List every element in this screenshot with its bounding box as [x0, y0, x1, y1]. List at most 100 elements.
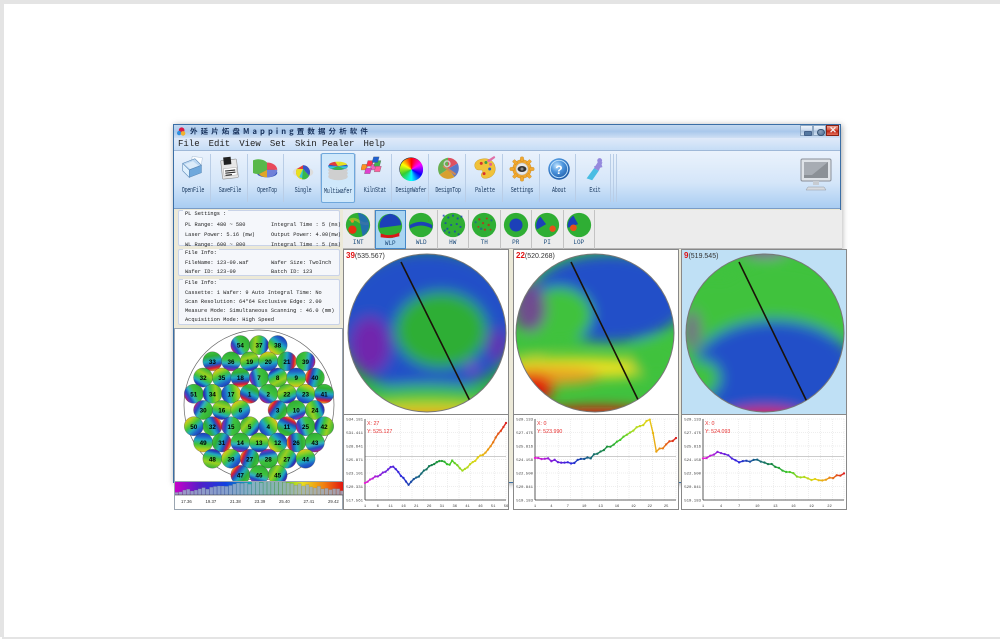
svg-text:30: 30	[200, 408, 208, 415]
svg-text:31: 31	[440, 505, 445, 509]
svg-text:22: 22	[283, 391, 291, 398]
svg-text:56: 56	[504, 505, 509, 509]
svg-text:534.181: 534.181	[346, 419, 363, 423]
svg-text:36: 36	[228, 359, 236, 366]
svg-text:24: 24	[311, 408, 319, 415]
svg-text:20: 20	[265, 359, 273, 366]
svg-text:X: 0: X: 0	[705, 421, 714, 427]
svg-text:11: 11	[388, 505, 393, 509]
svg-text:10: 10	[293, 408, 301, 415]
svg-text:39: 39	[302, 359, 310, 366]
svg-text:11: 11	[284, 424, 291, 431]
svg-text:10: 10	[755, 505, 760, 509]
svg-text:13: 13	[598, 505, 603, 509]
svg-text:19: 19	[246, 359, 254, 366]
svg-text:43: 43	[311, 440, 319, 447]
svg-text:16: 16	[401, 505, 406, 509]
svg-text:34: 34	[209, 391, 217, 398]
svg-text:51: 51	[190, 391, 198, 398]
svg-text:28: 28	[265, 456, 273, 463]
svg-text:6: 6	[239, 408, 243, 415]
svg-text:7: 7	[567, 505, 569, 509]
svg-text:50: 50	[190, 424, 198, 431]
svg-text:27.41: 27.41	[304, 499, 315, 504]
svg-text:25: 25	[302, 424, 310, 431]
svg-text:520.841: 520.841	[516, 486, 533, 490]
svg-text:522.500: 522.500	[516, 473, 533, 477]
svg-text:54: 54	[237, 343, 245, 350]
svg-text:523.101: 523.101	[346, 473, 363, 477]
svg-text:37: 37	[255, 343, 263, 350]
svg-text:27: 27	[283, 456, 291, 463]
svg-text:19: 19	[809, 505, 814, 509]
svg-text:21: 21	[283, 359, 291, 366]
svg-text:5: 5	[248, 424, 252, 431]
svg-text:26: 26	[427, 505, 432, 509]
svg-text:16: 16	[791, 505, 796, 509]
svg-text:16: 16	[615, 505, 620, 509]
svg-text:Y: 523.990: Y: 523.990	[537, 429, 562, 435]
svg-text:519.183: 519.183	[684, 500, 701, 504]
svg-text:1: 1	[364, 505, 367, 509]
svg-text:9: 9	[294, 375, 298, 382]
svg-text:23: 23	[302, 391, 310, 398]
svg-text:32: 32	[209, 424, 217, 431]
svg-text:35: 35	[218, 375, 226, 382]
svg-text:33: 33	[209, 359, 217, 366]
svg-text:17: 17	[228, 391, 236, 398]
svg-text:41: 41	[465, 505, 470, 509]
svg-text:42: 42	[321, 424, 329, 431]
svg-text:38: 38	[274, 343, 282, 350]
svg-text:36: 36	[452, 505, 457, 509]
svg-text:12: 12	[274, 440, 282, 447]
svg-text:519.183: 519.183	[516, 500, 533, 504]
svg-text:7: 7	[257, 375, 261, 382]
svg-text:19.37: 19.37	[206, 499, 217, 504]
svg-text:8: 8	[276, 375, 280, 382]
svg-text:23.39: 23.39	[255, 499, 266, 504]
svg-text:44: 44	[302, 456, 310, 463]
svg-text:529.133: 529.133	[516, 419, 533, 423]
svg-text:18: 18	[237, 375, 245, 382]
svg-text:22: 22	[647, 505, 652, 509]
svg-text:46: 46	[255, 472, 263, 479]
svg-text:47: 47	[237, 472, 245, 479]
svg-text:529.133: 529.133	[684, 419, 701, 423]
svg-text:520.331: 520.331	[346, 486, 363, 490]
svg-text:13: 13	[773, 505, 778, 509]
svg-text:522.500: 522.500	[684, 473, 701, 477]
svg-text:25.40: 25.40	[279, 499, 290, 504]
svg-text:27: 27	[246, 456, 254, 463]
svg-text:525.816: 525.816	[516, 446, 533, 450]
svg-text:26: 26	[293, 440, 301, 447]
svg-text:520.841: 520.841	[684, 486, 701, 490]
svg-text:19: 19	[631, 505, 636, 509]
svg-text:528.641: 528.641	[346, 446, 363, 450]
svg-text:17.36: 17.36	[181, 499, 192, 504]
svg-text:40: 40	[311, 375, 319, 382]
svg-text:15: 15	[228, 424, 236, 431]
svg-text:21: 21	[414, 505, 419, 509]
svg-text:13: 13	[255, 440, 263, 447]
svg-text:4: 4	[267, 424, 271, 431]
svg-text:527.475: 527.475	[684, 432, 701, 436]
svg-text:16: 16	[218, 408, 226, 415]
svg-text:3: 3	[276, 408, 280, 415]
svg-text:2: 2	[267, 391, 271, 398]
svg-text:527.475: 527.475	[516, 432, 533, 436]
svg-text:4: 4	[550, 505, 553, 509]
svg-text:46: 46	[478, 505, 483, 509]
svg-text:6: 6	[377, 505, 380, 509]
svg-text:48: 48	[209, 456, 217, 463]
svg-text:45: 45	[274, 472, 282, 479]
svg-text:21.38: 21.38	[230, 499, 241, 504]
svg-text:?: ?	[555, 163, 562, 177]
svg-text:22: 22	[827, 505, 832, 509]
svg-text:524.158: 524.158	[516, 459, 533, 463]
svg-text:25: 25	[664, 505, 669, 509]
svg-text:1: 1	[248, 391, 252, 398]
svg-text:4: 4	[720, 505, 723, 509]
svg-text:531.411: 531.411	[346, 432, 363, 436]
svg-text:1: 1	[534, 505, 537, 509]
svg-text:41: 41	[321, 391, 329, 398]
